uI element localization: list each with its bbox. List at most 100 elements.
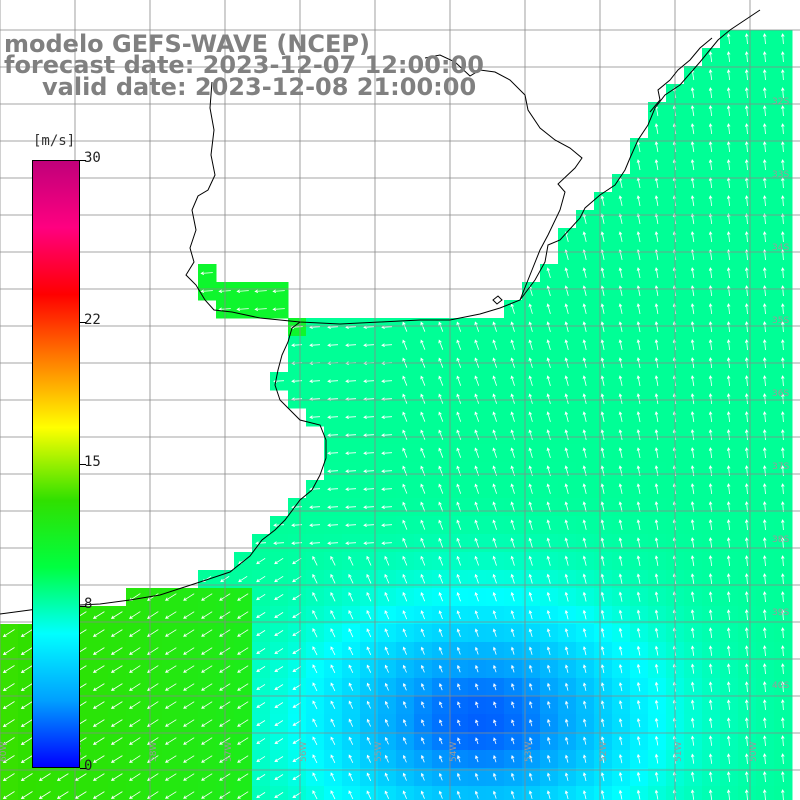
wind-arrow bbox=[110, 683, 123, 691]
wind-arrow bbox=[762, 663, 767, 675]
wind-arrow bbox=[327, 523, 339, 527]
wind-arrow bbox=[654, 195, 659, 207]
wind-arrow bbox=[56, 773, 69, 781]
wind-arrow bbox=[762, 771, 767, 783]
wind-arrow bbox=[529, 682, 533, 691]
longitude-label: 50W bbox=[749, 742, 759, 762]
wind-arrow bbox=[690, 393, 695, 405]
longitude-label: 58W bbox=[149, 742, 159, 762]
wind-arrow bbox=[366, 700, 371, 709]
colorbar-tick-mark bbox=[80, 464, 86, 465]
wind-arrow bbox=[528, 447, 533, 458]
wind-arrow bbox=[237, 791, 249, 799]
wind-arrow bbox=[420, 411, 426, 422]
wind-arrow bbox=[420, 610, 425, 620]
wind-arrow bbox=[744, 555, 749, 567]
wind-arrow bbox=[256, 666, 266, 673]
wind-arrow bbox=[345, 469, 357, 473]
wind-arrow bbox=[201, 665, 213, 673]
wind-arrow bbox=[690, 537, 695, 549]
wind-arrow bbox=[492, 501, 497, 512]
wind-arrow bbox=[618, 645, 623, 656]
wind-arrow bbox=[2, 665, 15, 673]
wind-arrow bbox=[708, 339, 713, 351]
wind-arrow bbox=[636, 717, 641, 728]
wind-arrow bbox=[327, 379, 339, 383]
wind-arrow bbox=[456, 628, 461, 637]
wind-arrow bbox=[20, 737, 33, 745]
wind-arrow bbox=[708, 573, 713, 585]
wind-arrow bbox=[475, 683, 479, 691]
wind-arrow bbox=[402, 646, 407, 655]
wind-arrow bbox=[439, 701, 443, 709]
wind-arrow bbox=[690, 123, 695, 135]
wind-arrow bbox=[110, 737, 123, 745]
wind-arrow bbox=[600, 700, 605, 709]
wind-arrow bbox=[474, 429, 480, 440]
wind-arrow bbox=[708, 591, 713, 602]
wind-arrow bbox=[690, 195, 695, 207]
wind-arrow bbox=[237, 683, 249, 691]
wind-arrow bbox=[363, 451, 375, 455]
wind-arrow bbox=[492, 429, 497, 440]
wind-arrow bbox=[726, 339, 731, 351]
wind-arrow bbox=[690, 753, 695, 764]
wind-arrow bbox=[402, 682, 407, 691]
wind-arrow bbox=[366, 573, 372, 584]
wind-arrow bbox=[762, 69, 767, 81]
wind-arrow bbox=[510, 447, 515, 458]
wind-arrow bbox=[348, 754, 354, 763]
wind-arrow bbox=[636, 609, 641, 620]
wind-arrow bbox=[726, 123, 731, 135]
wind-arrow bbox=[363, 469, 375, 473]
wind-arrow bbox=[654, 483, 659, 495]
wind-arrow bbox=[345, 343, 357, 347]
wind-arrow bbox=[312, 664, 318, 674]
wind-arrow bbox=[726, 645, 731, 656]
wind-arrow bbox=[528, 501, 533, 512]
wind-arrow bbox=[110, 665, 123, 673]
wind-arrow bbox=[438, 375, 444, 386]
colorbar-tick-label: 22 bbox=[84, 312, 101, 329]
wind-arrow bbox=[690, 555, 695, 567]
wind-arrow bbox=[708, 429, 713, 441]
wind-speed-cell bbox=[0, 786, 19, 800]
wind-speed-cell bbox=[594, 786, 613, 800]
wind-arrow bbox=[690, 429, 695, 441]
wind-arrow bbox=[781, 339, 785, 351]
wind-arrow bbox=[381, 379, 393, 383]
wind-arrow bbox=[402, 610, 408, 620]
wind-arrow bbox=[600, 303, 605, 314]
wind-arrow bbox=[273, 523, 285, 527]
wind-arrow bbox=[438, 429, 444, 440]
wind-arrow bbox=[529, 718, 533, 727]
wind-arrow bbox=[654, 501, 659, 513]
wind-arrow bbox=[690, 573, 695, 584]
wind-arrow bbox=[236, 289, 249, 293]
wind-arrow bbox=[363, 415, 375, 419]
wind-arrow bbox=[256, 593, 266, 601]
wind-arrow bbox=[781, 393, 785, 405]
wind-arrow bbox=[762, 231, 767, 243]
wind-arrow bbox=[618, 339, 623, 350]
wind-arrow bbox=[529, 737, 533, 745]
wind-arrow bbox=[384, 790, 390, 799]
wind-arrow bbox=[456, 429, 462, 440]
wind-arrow bbox=[726, 105, 731, 117]
wind-arrow bbox=[201, 683, 213, 691]
wind-arrow bbox=[781, 519, 785, 531]
wind-speed-cell bbox=[306, 786, 325, 800]
wind-arrow bbox=[402, 591, 408, 602]
wind-arrow bbox=[654, 231, 659, 243]
wind-arrow bbox=[402, 519, 408, 530]
wind-arrow bbox=[110, 629, 123, 637]
wind-arrow bbox=[547, 700, 551, 709]
wind-arrow bbox=[726, 771, 731, 782]
wind-arrow bbox=[546, 628, 551, 638]
coastline bbox=[0, 9, 761, 615]
wind-arrow bbox=[474, 411, 480, 422]
wind-arrow bbox=[274, 792, 284, 799]
wind-arrow bbox=[654, 681, 659, 692]
wind-arrow bbox=[726, 411, 731, 423]
wind-arrow bbox=[708, 609, 713, 620]
